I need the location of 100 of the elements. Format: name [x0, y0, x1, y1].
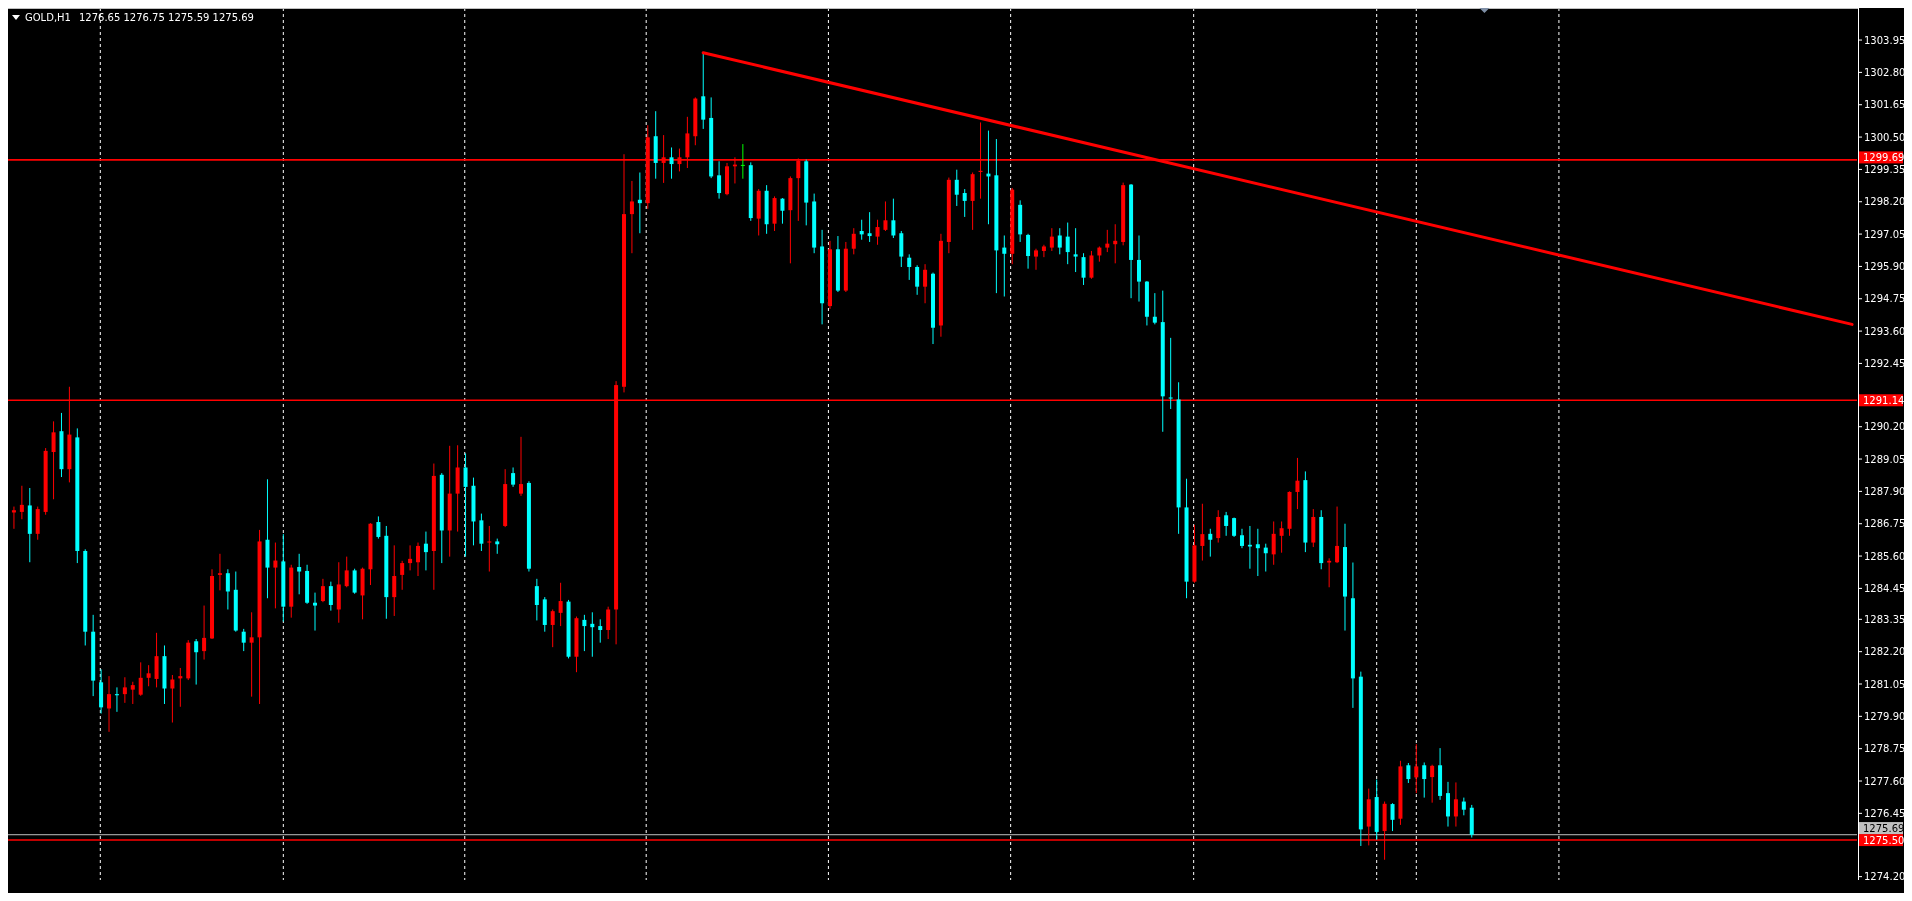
candlestick — [463, 452, 468, 558]
y-tick-label: 1285.60 — [1864, 550, 1906, 562]
y-tick-label: 1292.45 — [1864, 357, 1906, 369]
candlestick — [1049, 227, 1054, 252]
candlestick — [519, 436, 524, 497]
candlestick — [249, 611, 254, 698]
y-tick-label: 1301.65 — [1864, 99, 1906, 111]
candlestick — [1335, 506, 1340, 564]
candlestick — [51, 420, 56, 500]
candlestick — [883, 200, 888, 232]
candlestick — [637, 172, 642, 234]
candlestick — [511, 466, 516, 488]
candlestick — [130, 681, 135, 705]
candlestick — [217, 553, 222, 591]
candlestick — [1105, 229, 1110, 253]
candlestick — [740, 143, 745, 180]
candlestick — [629, 180, 634, 254]
y-tick-label: 1289.05 — [1864, 453, 1906, 465]
candlestick — [423, 531, 428, 571]
candlestick — [416, 542, 421, 577]
y-tick-label: 1281.05 — [1864, 678, 1906, 690]
candlestick — [19, 485, 24, 520]
candlestick — [907, 253, 912, 281]
candlestick — [170, 674, 175, 724]
ref-line-label: 1275.69 — [1863, 822, 1905, 834]
candlestick — [859, 219, 864, 241]
y-tick-label: 1295.90 — [1864, 260, 1906, 272]
y-tick-label: 1302.80 — [1864, 66, 1906, 78]
candlestick — [194, 638, 199, 686]
candlestick — [1271, 520, 1276, 566]
candlestick — [1137, 234, 1141, 303]
chart-title: GOLD,H1 — [25, 12, 71, 23]
candlestick — [1057, 227, 1062, 255]
candlestick — [875, 219, 880, 246]
y-tick-label: 1290.20 — [1864, 421, 1906, 433]
y-tick-label: 1282.20 — [1864, 646, 1906, 658]
candlestick — [1081, 252, 1086, 286]
candlestick — [1026, 233, 1031, 270]
y-tick-label: 1274.20 — [1864, 871, 1906, 883]
candlestick — [320, 578, 325, 603]
y-tick-label: 1287.90 — [1864, 485, 1906, 497]
candlestick — [534, 578, 539, 621]
candlestick — [1034, 248, 1038, 271]
candlestick — [1113, 223, 1118, 264]
candlestick — [344, 556, 349, 588]
candlestick — [1414, 743, 1419, 794]
candlestick — [1422, 761, 1427, 799]
candlestick — [352, 568, 357, 595]
candlestick — [701, 52, 706, 130]
candlestick — [154, 632, 159, 688]
candlestick — [1406, 762, 1411, 784]
y-tick-label: 1286.75 — [1864, 518, 1906, 530]
candlestick — [867, 211, 872, 243]
candlestick — [241, 628, 246, 652]
candlestick — [146, 664, 151, 687]
y-tick-label: 1278.75 — [1864, 743, 1906, 755]
candlestick — [1002, 234, 1007, 298]
candlestick — [328, 581, 333, 612]
candlestick — [1216, 509, 1221, 544]
candlestick — [780, 197, 785, 225]
candlestick — [408, 544, 413, 571]
candlestick — [1152, 292, 1157, 325]
candlestick — [400, 560, 405, 591]
candlestick — [202, 605, 207, 661]
candlestick — [582, 614, 587, 652]
y-tick-label: 1299.35 — [1864, 163, 1906, 175]
candlestick — [392, 544, 397, 617]
y-tick-label: 1284.45 — [1864, 582, 1906, 594]
candlestick — [1041, 244, 1046, 258]
candlestick — [962, 188, 967, 218]
candlestick — [1208, 528, 1213, 558]
candlestick — [1255, 528, 1260, 577]
candlestick — [138, 661, 143, 697]
candlestick — [297, 553, 302, 595]
candlestick — [376, 515, 381, 540]
candlestick — [1239, 528, 1244, 549]
candlestick — [1168, 337, 1173, 410]
candlestick — [107, 675, 112, 733]
y-tick-label: 1283.35 — [1864, 613, 1906, 625]
candlestick — [598, 618, 603, 644]
candlestick — [273, 542, 278, 609]
candlestick — [1390, 802, 1395, 832]
candlestick — [851, 227, 856, 255]
candlestick — [915, 264, 920, 296]
candlestick — [1065, 222, 1070, 265]
candlestick — [669, 146, 674, 180]
y-tick-label: 1276.45 — [1864, 807, 1906, 819]
candlestick — [1263, 543, 1268, 573]
y-tick-label: 1300.50 — [1864, 131, 1906, 143]
candlestick — [923, 263, 928, 304]
candlestick — [550, 608, 555, 648]
candlestick — [1224, 511, 1229, 537]
candlestick — [954, 169, 959, 207]
candlestick — [1089, 250, 1094, 280]
candlestick — [1073, 227, 1078, 273]
candlestick — [1200, 503, 1205, 562]
candlestick — [1453, 781, 1458, 828]
y-tick-label: 1293.60 — [1864, 325, 1906, 337]
y-tick-label: 1277.60 — [1864, 775, 1906, 787]
candlestick — [487, 525, 492, 573]
